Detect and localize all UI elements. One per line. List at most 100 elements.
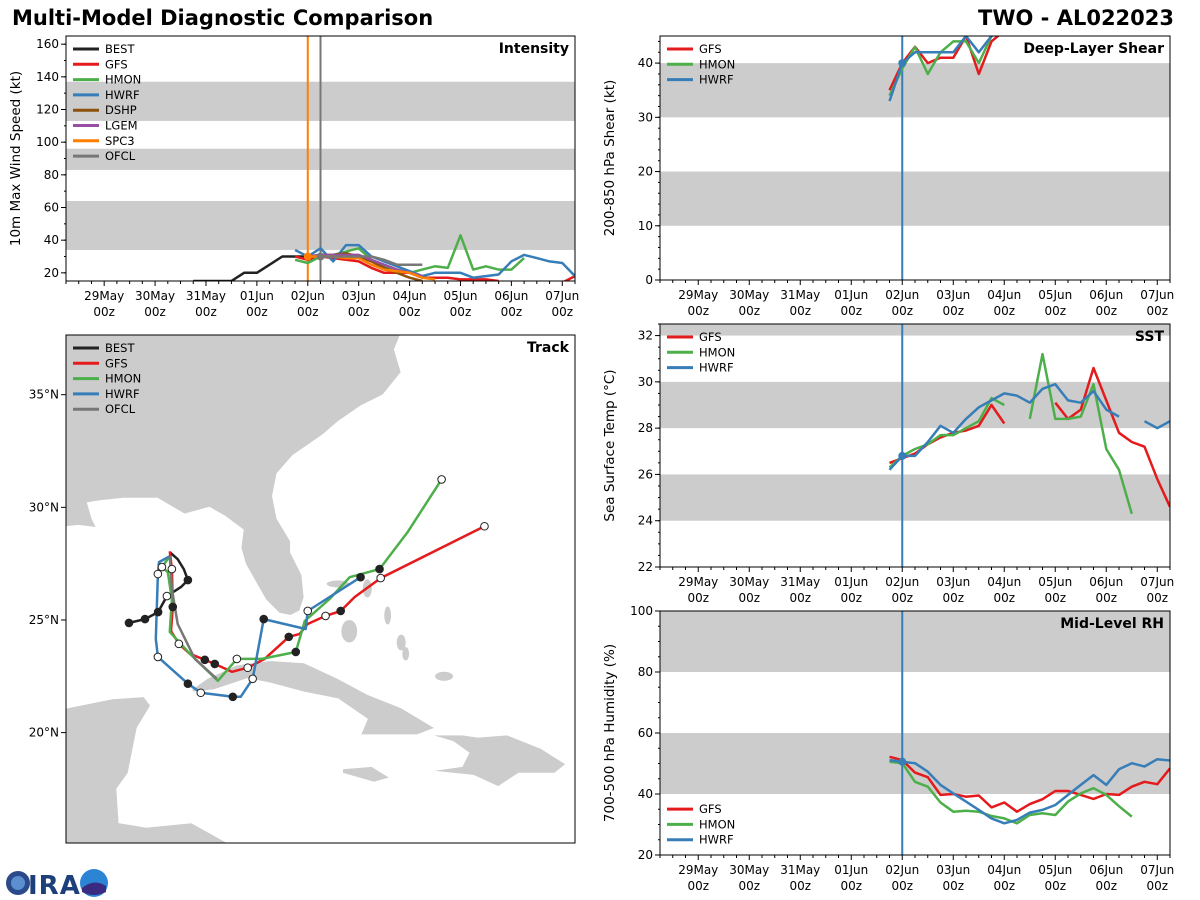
legend-label: HWRF — [105, 88, 140, 102]
legend-label: HMON — [699, 57, 735, 71]
x-tick-label-date: 29May — [678, 863, 718, 877]
y-tick-label: 40 — [638, 56, 653, 70]
analysis-point-spc3 — [303, 252, 312, 261]
land-bahamas — [435, 671, 454, 681]
legend-label: HWRF — [105, 387, 140, 401]
track-marker-gfs — [321, 611, 330, 621]
threshold-band — [660, 474, 1170, 521]
legend-item-best: BEST — [73, 341, 135, 355]
rh-panel: 29May 00z 30May 00z 31May 00z 01Jun 00z 02Jun 00z… — [602, 604, 1174, 893]
x-tick-label-date: 07Jun — [1140, 575, 1174, 589]
y-tick-label: 0 — [645, 273, 653, 287]
threshold-band — [660, 63, 1170, 118]
x-tick-label-hour: 00z — [789, 591, 811, 605]
analysis-point-hwrf — [898, 757, 907, 766]
intensity-panel: 29May 00z 30May 00z 31May 00z 01Jun 00z 02Jun 00z… — [8, 35, 579, 319]
track-marker-gfs — [200, 655, 210, 665]
x-tick-label-date: 29May — [678, 288, 718, 302]
track-marker-gfs — [284, 632, 294, 642]
sst-panel: 29May 00z 30May 00z 31May 00z 01Jun 00z 02Jun 00z… — [602, 323, 1174, 605]
legend-item-hmon: HMON — [667, 57, 735, 71]
x-tick-label-date: 03Jun — [936, 288, 970, 302]
x-tick-label-hour: 00z — [687, 591, 709, 605]
x-tick-label-date: 01Jun — [834, 863, 868, 877]
page-title: Multi-Model Diagnostic Comparison — [12, 6, 434, 30]
track-marker-hwrf — [153, 569, 163, 579]
x-tick-label-date: 30May — [729, 575, 769, 589]
legend-label: SPC3 — [105, 134, 135, 148]
land-bahamas — [384, 606, 392, 625]
legend-label: BEST — [105, 341, 135, 355]
x-tick-label-date: 07Jun — [1140, 288, 1174, 302]
legend-item-best: BEST — [73, 42, 135, 56]
svg-text:IRA: IRA — [28, 871, 81, 900]
land-yucatan — [66, 696, 229, 843]
track-line-best — [128, 551, 190, 625]
analysis-point-hwrf — [898, 451, 907, 460]
legend-label: HWRF — [699, 833, 734, 847]
x-tick-label-hour: 00z — [1044, 879, 1066, 893]
x-tick-label-date: 31May — [780, 288, 820, 302]
lat-tick-label: 30°N — [29, 500, 59, 514]
land-hispaniola — [430, 734, 567, 788]
legend-item-hwrf: HWRF — [667, 833, 734, 847]
lat-tick-label: 25°N — [29, 613, 59, 627]
x-tick-label-hour: 00z — [1095, 304, 1117, 318]
y-tick-label: 32 — [638, 329, 653, 343]
legend-item-hmon: HMON — [73, 73, 141, 87]
x-tick-label-hour: 00z — [1146, 879, 1168, 893]
y-tick-label: 26 — [638, 467, 653, 481]
y-tick-label: 30 — [638, 110, 653, 124]
y-tick-label: 160 — [36, 37, 59, 51]
x-tick-label-hour: 00z — [840, 879, 862, 893]
track-marker-hmon — [232, 654, 242, 664]
legend-item-ofcl: OFCL — [73, 149, 136, 163]
x-tick-label-hour: 00z — [687, 879, 709, 893]
track-marker-gfs — [480, 521, 489, 531]
y-tick-label: 40 — [44, 233, 59, 247]
x-tick-label-hour: 00z — [891, 591, 913, 605]
x-tick-label-date: 05Jun — [1038, 288, 1072, 302]
y-axis-label: 700-500 hPa Humidity (%) — [602, 644, 618, 822]
x-tick-label-date: 01Jun — [834, 288, 868, 302]
x-tick-label-date: 30May — [729, 288, 769, 302]
land-bahamas — [402, 646, 410, 661]
y-tick-label: 20 — [638, 848, 653, 862]
x-tick-label-hour: 00z — [399, 305, 421, 319]
storm-title: TWO - AL022023 — [978, 6, 1174, 30]
x-tick-label-date: 01Jun — [834, 575, 868, 589]
threshold-band — [660, 324, 1170, 336]
legend-label: HWRF — [699, 73, 734, 87]
y-tick-label: 22 — [638, 560, 653, 574]
x-tick-label-hour: 00z — [450, 305, 472, 319]
legend-label: HMON — [105, 372, 141, 386]
x-tick-label-date: 03Jun — [936, 863, 970, 877]
track-marker-best — [153, 607, 163, 617]
x-tick-label-hour: 00z — [1146, 304, 1168, 318]
axes-frame — [659, 323, 1171, 568]
x-tick-label-date: 30May — [729, 863, 769, 877]
legend-item-gfs: GFS — [667, 802, 722, 816]
sst-plot-area — [660, 324, 1170, 567]
x-tick-label-date: 31May — [780, 863, 820, 877]
track-marker-gfs — [243, 663, 253, 673]
track-line-ofcl — [168, 556, 218, 680]
series-line-hwrf — [294, 243, 575, 279]
x-tick-label-hour: 00z — [297, 305, 319, 319]
land-cuba — [190, 659, 437, 736]
lat-tick-label: 35°N — [29, 388, 59, 402]
x-tick-label-date: 02Jun — [885, 863, 919, 877]
legend-item-spc3: SPC3 — [73, 134, 135, 148]
y-tick-label: 60 — [638, 726, 653, 740]
x-tick-label-hour: 00z — [993, 591, 1015, 605]
lat-tick-label: 20°N — [29, 726, 59, 740]
x-tick-label-date: 05Jun — [443, 289, 477, 303]
legend-label: HMON — [699, 345, 735, 359]
track-marker-hmon — [157, 562, 167, 572]
x-tick-label-hour: 00z — [840, 304, 862, 318]
legend-label: GFS — [105, 356, 128, 370]
series-line-hwrf — [888, 36, 995, 102]
x-tick-label-hour: 00z — [789, 879, 811, 893]
land-bahamas — [341, 619, 358, 643]
x-tick-label-hour: 00z — [891, 304, 913, 318]
